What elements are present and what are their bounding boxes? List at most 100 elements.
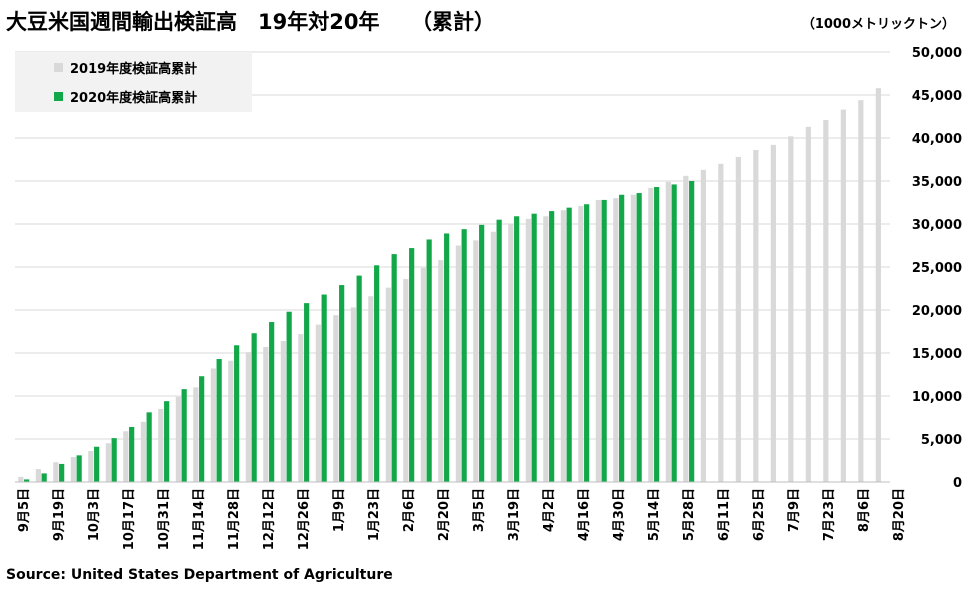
bar-2019 xyxy=(368,296,374,482)
source-note: Source: United States Department of Agri… xyxy=(6,567,393,583)
bar-2020 xyxy=(181,389,187,482)
bar-2020 xyxy=(619,194,625,482)
bar-2020 xyxy=(251,333,257,482)
bar-2020 xyxy=(164,401,170,482)
bar-2019 xyxy=(18,476,24,482)
bar-2019 xyxy=(648,187,654,482)
series-2020-bars xyxy=(24,181,695,483)
bar-2020 xyxy=(584,204,590,482)
bar-2020 xyxy=(409,248,415,482)
bar-2019 xyxy=(735,156,741,483)
bar-2019 xyxy=(385,287,391,482)
bar-2019 xyxy=(788,136,794,482)
x-tick-label: 4月30日 xyxy=(612,488,627,541)
bar-2020 xyxy=(444,233,450,482)
bar-2020 xyxy=(304,303,310,482)
bar-2019 xyxy=(665,181,671,483)
legend-label-2020: 2020年度検証高累計 xyxy=(70,90,197,106)
bar-2020 xyxy=(199,376,205,482)
x-tick-label: 10月17日 xyxy=(122,488,137,550)
bar-2019 xyxy=(53,462,59,482)
bar-2020 xyxy=(374,265,380,482)
bar-2019 xyxy=(420,267,426,482)
x-tick-label: 2月6日 xyxy=(402,488,417,532)
x-tick-label: 2月20日 xyxy=(437,488,452,541)
x-tick-label: 8月6日 xyxy=(857,488,872,532)
y-tick-label: 35,000 xyxy=(912,175,962,190)
bar-2019 xyxy=(683,175,689,482)
bar-2020 xyxy=(654,187,660,482)
bar-2019 xyxy=(858,100,864,482)
bar-2020 xyxy=(514,216,520,482)
bar-2019 xyxy=(140,421,146,482)
chart-title: 大豆米国週間輸出検証高 19年対20年 （累計） xyxy=(6,10,495,34)
legend-label-2019: 2019年度検証高累計 xyxy=(70,61,197,77)
bar-2019 xyxy=(35,469,41,482)
y-tick-label: 5,000 xyxy=(921,433,962,448)
bar-2020 xyxy=(549,211,555,482)
bar-2019 xyxy=(175,396,181,482)
bar-2019 xyxy=(700,169,706,482)
bar-2019 xyxy=(158,408,164,482)
bar-2019 xyxy=(630,194,636,482)
y-axis: 0 5,000 10,000 15,000 20,000 25,000 30,000 35,0… xyxy=(912,46,962,491)
bar-2020 xyxy=(216,359,222,482)
bar-2019 xyxy=(403,279,409,482)
bar-2019 xyxy=(245,352,251,482)
x-tick-label: 9月5日 xyxy=(17,488,32,532)
bar-2020 xyxy=(59,463,65,482)
bar-2020 xyxy=(566,207,572,482)
bar-2020 xyxy=(111,438,117,482)
bar-2020 xyxy=(146,412,152,482)
bar-2020 xyxy=(24,479,30,482)
bar-2019 xyxy=(875,88,881,483)
bar-2019 xyxy=(70,457,76,482)
x-tick-label: 7月23日 xyxy=(822,488,837,541)
bar-2020 xyxy=(356,275,362,482)
bar-2019 xyxy=(455,245,461,482)
bar-2019 xyxy=(770,144,776,482)
y-tick-label: 50,000 xyxy=(912,46,962,61)
bar-2020 xyxy=(286,311,292,482)
legend-swatch-2020 xyxy=(54,92,63,101)
bar-2019 xyxy=(315,324,321,482)
bar-2020 xyxy=(461,229,467,482)
bar-2019 xyxy=(123,431,129,482)
bar-2020 xyxy=(41,473,47,482)
x-tick-label: 1月9日 xyxy=(332,488,347,532)
y-tick-label: 0 xyxy=(953,476,962,491)
x-tick-label: 1月23日 xyxy=(367,488,382,541)
bar-2019 xyxy=(805,126,811,482)
legend: 2019年度検証高累計 2020年度検証高累計 xyxy=(15,52,252,112)
bar-2019 xyxy=(840,109,846,483)
bar-2020 xyxy=(94,446,100,482)
bar-2020 xyxy=(321,294,327,482)
bar-2019 xyxy=(560,210,566,483)
x-tick-label: 10月31日 xyxy=(157,488,172,550)
bar-2020 xyxy=(426,239,432,482)
y-tick-label: 10,000 xyxy=(912,390,962,405)
bar-2019 xyxy=(280,340,286,482)
x-tick-label: 3月5日 xyxy=(472,488,487,532)
bar-2020 xyxy=(496,219,502,482)
bar-2020 xyxy=(129,426,135,482)
series-2019-bars xyxy=(18,88,881,483)
bar-2019 xyxy=(228,360,234,482)
bar-2020 xyxy=(76,455,82,482)
bar-2020 xyxy=(269,322,275,482)
y-tick-label: 30,000 xyxy=(912,218,962,233)
x-tick-label: 9月19日 xyxy=(52,488,67,541)
bar-2020 xyxy=(234,345,240,482)
bar-2019 xyxy=(753,150,759,483)
bar-2019 xyxy=(263,346,269,482)
bar-2019 xyxy=(438,260,444,482)
x-tick-label: 11月14日 xyxy=(192,488,207,550)
bar-2020 xyxy=(671,184,677,482)
bar-2019 xyxy=(210,368,216,482)
legend-background xyxy=(15,52,252,112)
bar-2019 xyxy=(525,218,531,482)
bar-2020 xyxy=(391,254,397,482)
x-tick-label: 4月16日 xyxy=(577,488,592,541)
x-tick-label: 6月11日 xyxy=(717,488,732,541)
